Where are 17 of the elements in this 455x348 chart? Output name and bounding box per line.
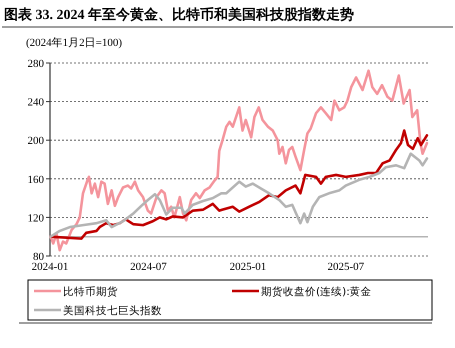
y-tick-label: 160 <box>28 174 44 186</box>
line-series <box>49 69 428 252</box>
y-tick-label: 280 <box>28 58 44 70</box>
y-tick-label: 120 <box>28 212 44 224</box>
x-tick-label: 2025-01 <box>230 261 266 273</box>
y-tick-label: 240 <box>28 96 44 109</box>
x-tick-label: 2025-07 <box>327 261 365 273</box>
legend-label: 比特币期货 <box>63 285 118 298</box>
x-tick-label: 2024-07 <box>130 261 168 273</box>
line-series <box>49 129 428 240</box>
y-tick-label: 200 <box>28 135 44 148</box>
legend-label: 期货收盘价(连续):黄金 <box>261 285 372 298</box>
chart-title: 图表 33. 2024 年至今黄金、比特币和美国科技股指数走势 <box>4 6 354 23</box>
chart-subtitle: (2024年1月2日=100) <box>26 37 122 49</box>
legend-label: 美国科技七巨头指数 <box>63 304 162 317</box>
x-tick-label: 2024-01 <box>32 261 68 273</box>
y-tick-label: 80 <box>33 251 44 263</box>
